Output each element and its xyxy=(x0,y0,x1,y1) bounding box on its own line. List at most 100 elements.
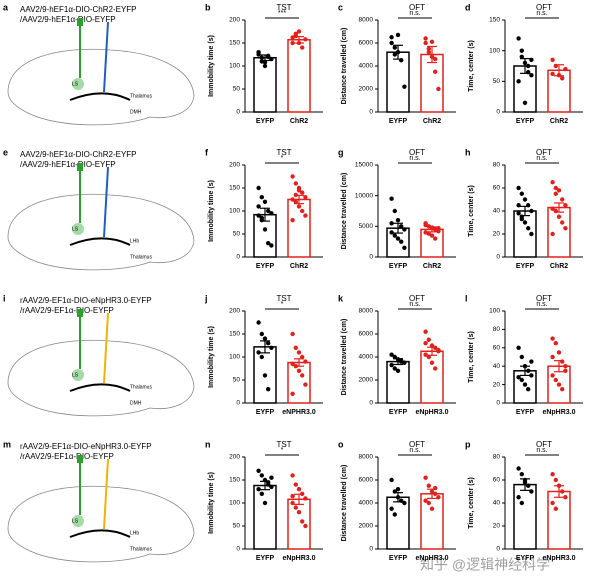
data-point xyxy=(402,227,407,232)
virus-label: rAAV2/9-EF1α-DIO-eNpHR3.0-EYFP xyxy=(20,296,152,305)
y-tick-label: 200 xyxy=(229,308,240,315)
data-point xyxy=(262,336,268,341)
x-tick-label: eNpHR3.0 xyxy=(542,409,575,416)
chart-title: TST xyxy=(276,3,291,12)
y-tick-label: 80 xyxy=(493,326,501,333)
y-tick-label: 0 xyxy=(369,254,373,261)
y-tick-label: 60 xyxy=(493,477,501,484)
region-label: DMH xyxy=(130,400,142,406)
data-point xyxy=(389,362,394,368)
data-point xyxy=(553,191,558,196)
fiber-target xyxy=(103,312,109,384)
significance-label: n.s. xyxy=(536,10,547,17)
chart-title: OFT xyxy=(536,3,552,12)
y-tick-label: 150 xyxy=(229,477,240,484)
data-point xyxy=(395,218,401,223)
data-point xyxy=(522,197,528,202)
y-tick-label: 2000 xyxy=(359,377,374,384)
data-point xyxy=(266,53,271,59)
significance-label: n.s. xyxy=(409,301,420,308)
data-point xyxy=(290,197,295,202)
data-point xyxy=(402,500,407,506)
data-point xyxy=(293,505,298,510)
y-tick-label: 0 xyxy=(236,254,240,261)
y-tick-label: 20 xyxy=(493,231,501,238)
y-axis-label: Immobility time (s) xyxy=(208,326,215,388)
x-tick-label: eNpHR3.0 xyxy=(542,555,575,562)
region-label: DMH xyxy=(130,109,142,115)
data-point xyxy=(519,191,524,196)
significance-label: n.s. xyxy=(409,155,420,162)
data-point xyxy=(259,195,264,200)
data-point xyxy=(269,211,274,216)
data-point xyxy=(516,345,521,350)
fiber-cap xyxy=(77,18,83,26)
fiber-cap xyxy=(77,455,83,463)
data-point xyxy=(426,500,431,506)
data-point xyxy=(526,226,531,231)
y-tick-label: 6000 xyxy=(359,477,374,484)
data-point xyxy=(389,230,394,235)
chart-title: TST xyxy=(276,294,291,303)
data-point xyxy=(519,354,524,360)
panel-letter: m xyxy=(3,439,11,449)
data-point xyxy=(303,496,308,501)
panel-letter: a xyxy=(3,2,9,12)
data-point xyxy=(296,29,302,34)
data-point xyxy=(519,48,524,53)
data-point xyxy=(269,56,274,62)
data-point xyxy=(303,213,308,218)
y-tick-label: 40 xyxy=(493,500,501,507)
region-label: Thalamus xyxy=(130,546,152,552)
x-tick-label: eNpHR3.0 xyxy=(415,409,448,416)
data-point xyxy=(556,214,562,219)
data-point xyxy=(266,480,271,485)
data-point xyxy=(290,500,295,506)
data-point xyxy=(395,495,401,500)
data-point xyxy=(516,375,521,380)
data-point xyxy=(389,221,394,226)
data-point xyxy=(529,57,534,63)
data-point xyxy=(262,477,268,483)
data-point xyxy=(262,500,268,506)
y-tick-label: 8000 xyxy=(359,17,374,24)
data-point xyxy=(529,73,534,78)
data-point xyxy=(290,174,295,179)
fiber-cap xyxy=(77,309,83,317)
data-point xyxy=(426,231,431,236)
data-point xyxy=(436,225,441,231)
data-point xyxy=(426,337,431,342)
data-point xyxy=(290,35,295,40)
data-point xyxy=(556,73,562,78)
data-point xyxy=(256,213,261,218)
data-point xyxy=(560,76,565,81)
x-tick-label: eNPHR3.0 xyxy=(282,409,316,416)
bar xyxy=(420,350,444,404)
data-point xyxy=(529,359,534,364)
data-point xyxy=(296,368,302,373)
data-point xyxy=(303,523,308,529)
y-tick-label: 40 xyxy=(493,363,501,370)
data-point xyxy=(293,345,298,350)
chart-title: OFT xyxy=(536,148,552,157)
data-point xyxy=(423,341,428,346)
region-label: LS xyxy=(72,372,79,378)
x-tick-label: EYFP xyxy=(256,118,275,125)
ls-injection xyxy=(72,223,84,235)
y-tick-label: 0 xyxy=(236,546,240,553)
virus-label: AAV2/9-hEF1α-DIO-ChR2-EYFP xyxy=(20,150,137,159)
ventricle xyxy=(69,92,131,101)
data-point xyxy=(433,485,438,491)
data-point xyxy=(436,347,441,353)
region-label: LHb xyxy=(130,530,139,536)
data-point xyxy=(516,211,521,216)
data-point xyxy=(516,36,521,41)
y-tick-label: 4000 xyxy=(359,500,374,507)
region-label: LS xyxy=(72,81,79,87)
data-point xyxy=(262,63,268,69)
data-point xyxy=(256,487,261,492)
data-point xyxy=(395,236,401,241)
y-axis-label: Time, center (s) xyxy=(468,40,475,92)
significance-label: n.s. xyxy=(536,155,547,162)
x-tick-label: ChR2 xyxy=(423,118,441,125)
